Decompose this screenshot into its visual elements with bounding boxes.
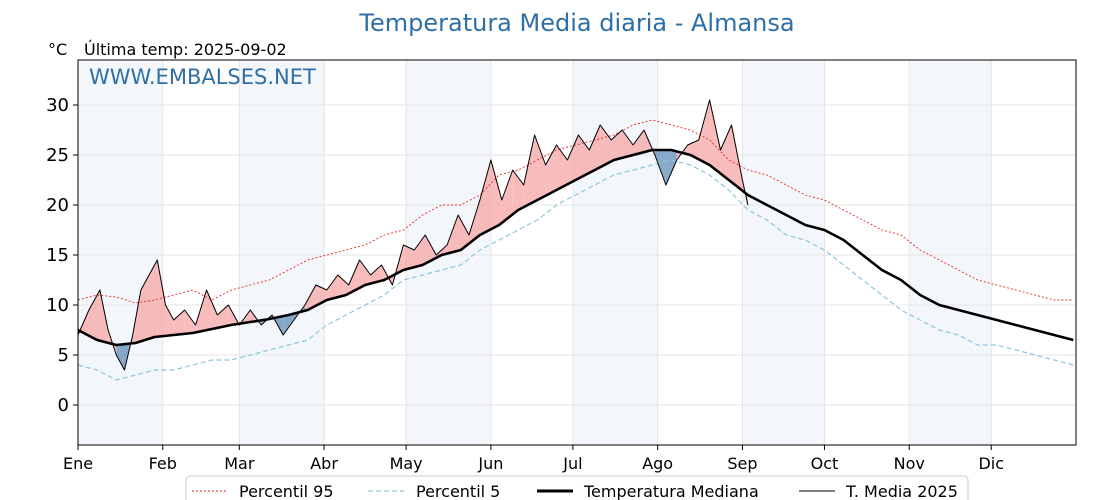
warm-anomaly-fill <box>458 215 469 251</box>
month-band <box>909 60 992 445</box>
warm-anomaly-fill <box>622 130 634 158</box>
warm-anomaly-fill <box>523 135 535 208</box>
warm-anomaly-fill <box>447 215 459 254</box>
grid-lines <box>77 60 1076 445</box>
month-bands <box>78 60 992 445</box>
warm-anomaly-fill <box>140 275 150 342</box>
warm-anomaly-fill <box>479 160 491 235</box>
warm-anomaly-fill <box>217 305 229 328</box>
month-band <box>742 60 825 445</box>
x-tick-label: Sep <box>727 454 757 473</box>
last-temp-label: Última temp: 2025-09-02 <box>84 40 287 59</box>
warm-anomaly-fill <box>698 100 710 165</box>
warm-anomaly-fill <box>370 265 382 284</box>
y-tick-label: 5 <box>58 345 69 366</box>
x-tick-label: Abr <box>310 454 338 473</box>
month-band <box>78 60 163 445</box>
legend-label-median: Temperatura Mediana <box>583 482 759 500</box>
y-tick-label: 30 <box>46 95 69 116</box>
warm-anomaly-fill <box>88 290 100 341</box>
warm-anomaly-fill <box>425 235 437 264</box>
watermark: WWW.EMBALSES.NET <box>89 65 316 89</box>
plot-frame <box>77 59 1077 446</box>
warm-anomaly-fill <box>348 260 360 294</box>
warm-anomaly-fill <box>326 275 338 300</box>
legend: Percentil 95 Percentil 5 Temperatura Med… <box>185 475 969 500</box>
cold-anomaly-fill <box>665 150 677 185</box>
y-axis: 0 5 10 15 20 25 30 <box>46 95 78 416</box>
warm-anomaly-fill <box>589 125 601 173</box>
warm-anomaly-fill <box>545 145 557 196</box>
series-lines <box>77 99 1074 381</box>
month-band <box>239 60 325 445</box>
chart-title: Temperatura Media diaria - Almansa <box>358 9 794 37</box>
warm-anomaly-fill <box>469 200 480 244</box>
legend-label-p5: Percentil 5 <box>416 482 500 500</box>
warm-anomaly-fill <box>534 135 546 202</box>
warm-anomaly-fill <box>633 130 644 155</box>
x-axis: Ene Feb Mar Abr May Jun Jul Ago Sep Oct Nov Dic <box>63 445 1004 473</box>
warm-anomaly-fill <box>206 290 218 331</box>
warm-anomaly-fill <box>414 235 426 268</box>
x-tick-label: Ago <box>642 454 673 473</box>
warm-anomaly-fill <box>709 100 721 174</box>
series-line-1 <box>77 159 1074 381</box>
warm-anomaly-fill <box>578 135 590 179</box>
x-tick-label: Oct <box>811 454 839 473</box>
legend-label-p95: Percentil 95 <box>239 482 334 500</box>
warm-anomaly-fill <box>567 135 579 185</box>
warm-anomaly-fill <box>490 160 502 230</box>
warm-anomaly-fill <box>149 260 158 339</box>
legend-label-2025: T. Media 2025 <box>845 482 958 500</box>
warm-anomaly-fill <box>600 125 612 168</box>
warm-anomaly-fill <box>403 245 415 270</box>
warm-anomaly-fill <box>304 285 316 311</box>
warm-anomaly-fill <box>184 310 196 334</box>
month-band <box>572 60 658 445</box>
warm-anomaly-fill <box>99 290 109 343</box>
legend-box <box>185 475 969 500</box>
warm-anomaly-fill <box>731 125 743 191</box>
x-tick-label: Ene <box>63 454 93 473</box>
warm-anomaly-fill <box>512 170 524 215</box>
y-tick-label: 15 <box>46 245 69 266</box>
unit-label: °C <box>48 40 67 59</box>
series-line-2 <box>77 148 1074 347</box>
x-tick-label: Nov <box>894 454 925 473</box>
y-tick-label: 20 <box>46 195 69 216</box>
series-line-3 <box>77 99 749 371</box>
warm-anomaly-fill <box>165 305 174 336</box>
y-tick-label: 25 <box>46 145 69 166</box>
x-tick-label: Mar <box>224 454 255 473</box>
y-tick-label: 0 <box>58 395 69 416</box>
warm-anomaly-fill <box>173 310 185 335</box>
x-tick-label: Jul <box>562 454 582 473</box>
x-tick-label: Jun <box>477 454 503 473</box>
y-tick-label: 10 <box>46 295 69 316</box>
series-line-0 <box>77 119 1074 304</box>
warm-anomaly-fill <box>556 145 568 190</box>
x-tick-label: May <box>390 454 423 473</box>
warm-anomaly-fill <box>359 260 371 288</box>
cold-anomaly-fill <box>116 344 125 370</box>
warm-anomaly-fill <box>337 275 349 298</box>
warm-anomaly-fill <box>501 170 513 223</box>
warm-anomaly-fill <box>195 290 207 333</box>
x-tick-label: Feb <box>149 454 177 473</box>
cold-anomaly-fill <box>283 313 294 335</box>
x-tick-label: Dic <box>978 454 1004 473</box>
warm-anomaly-fill <box>720 125 732 183</box>
